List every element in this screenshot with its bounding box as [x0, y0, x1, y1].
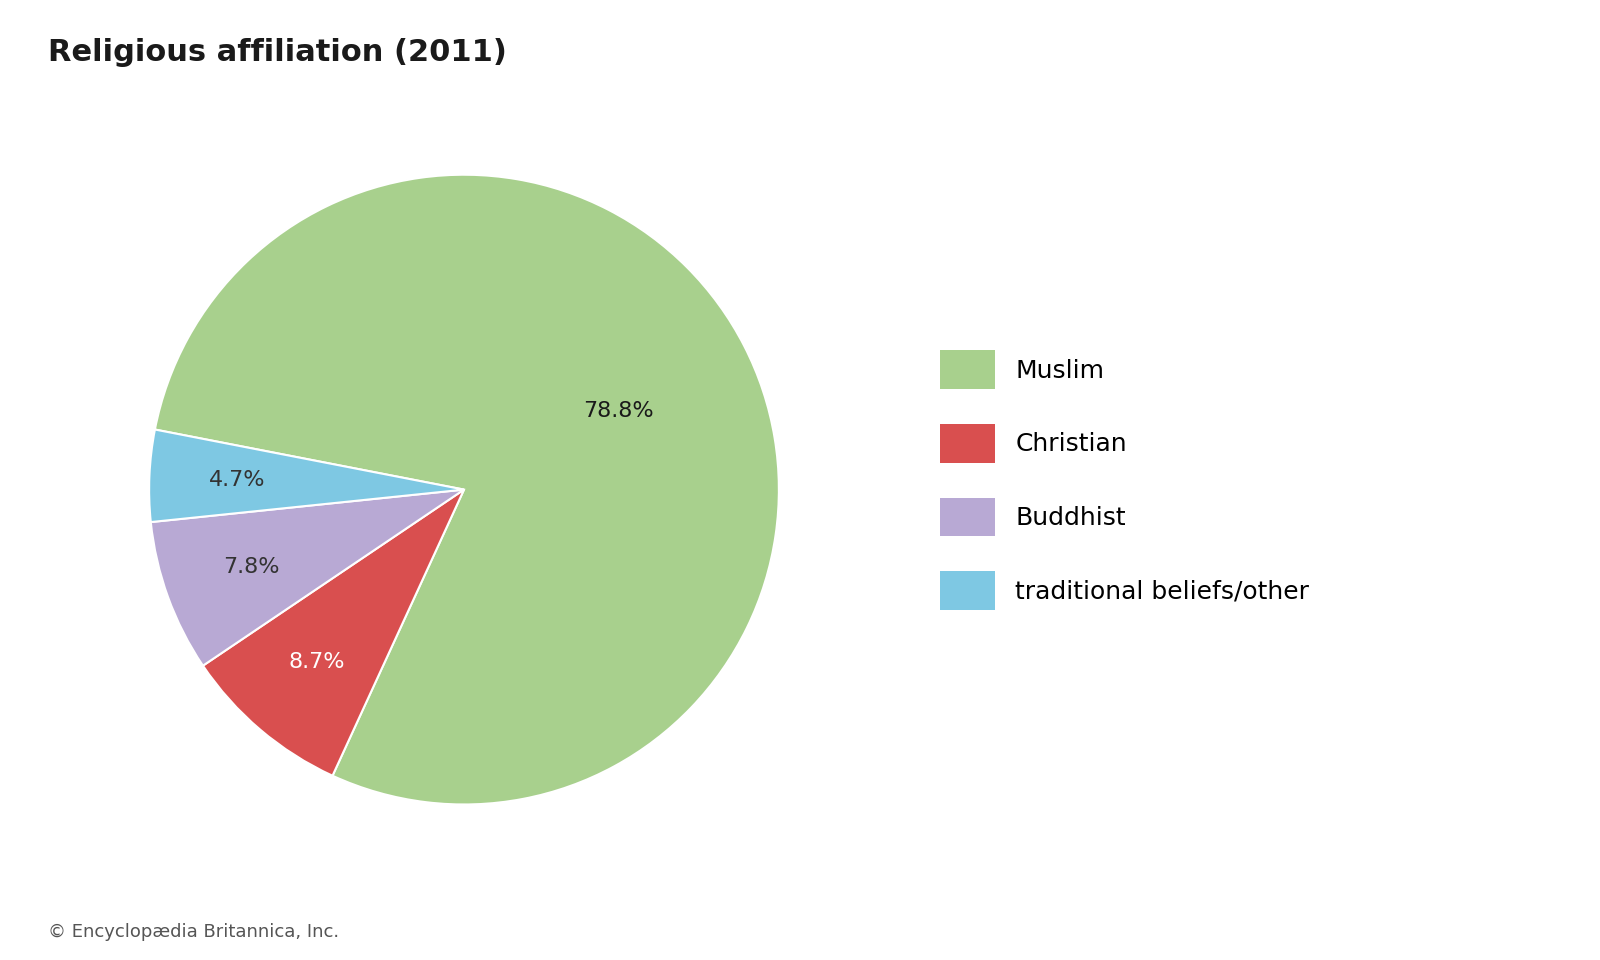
- Text: 8.7%: 8.7%: [290, 653, 346, 672]
- Text: © Encyclopædia Britannica, Inc.: © Encyclopædia Britannica, Inc.: [48, 923, 339, 941]
- Text: Religious affiliation (2011): Religious affiliation (2011): [48, 38, 507, 67]
- Text: 78.8%: 78.8%: [582, 400, 653, 420]
- Text: 4.7%: 4.7%: [210, 469, 266, 490]
- Text: 7.8%: 7.8%: [222, 557, 278, 577]
- Wedge shape: [155, 175, 779, 804]
- Legend: Muslim, Christian, Buddhist, traditional beliefs/other: Muslim, Christian, Buddhist, traditional…: [941, 350, 1309, 610]
- Wedge shape: [149, 429, 464, 522]
- Wedge shape: [203, 490, 464, 776]
- Wedge shape: [150, 490, 464, 665]
